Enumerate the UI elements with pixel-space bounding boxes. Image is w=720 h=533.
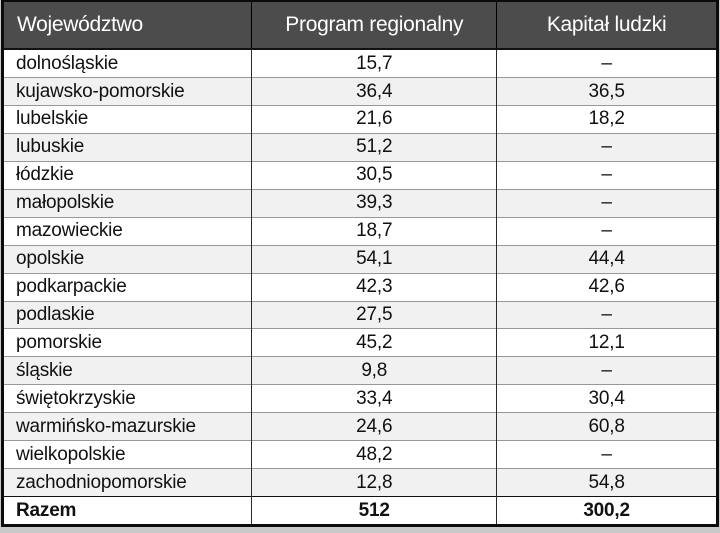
cell-program-regionalny-value: 18,7 [251, 216, 497, 246]
cell-voivodeship-name: pomorskie [4, 328, 252, 357]
cell-kapital-ludzki-value: – [496, 440, 716, 469]
cell-kapital-ludzki-value: 44,4 [496, 244, 716, 274]
cell-voivodeship-name: łódzkie [4, 160, 252, 190]
cell-program-regionalny-value: 39,3 [251, 188, 497, 218]
cell-voivodeship-name: zachodniopomorskie [4, 468, 252, 497]
table-row: podkarpackie 42,3 42,6 [4, 272, 716, 302]
cell-program-regionalny-value: 54,1 [251, 244, 497, 274]
cell-kapital-ludzki-value: 36,5 [496, 77, 716, 106]
cell-program-regionalny-value: 21,6 [251, 104, 497, 134]
table-row: warmińsko-mazurskie 24,6 60,8 [4, 412, 716, 441]
table-row: małopolskie 39,3 – [4, 188, 716, 218]
cell-voivodeship-name: podlaskie [4, 300, 252, 329]
total-row: Razem 512 300,2 [4, 496, 716, 524]
cell-program-regionalny-value: 42,3 [251, 272, 497, 302]
table-row: podlaskie 27,5 – [4, 300, 716, 329]
cell-kapital-ludzki-value: 300,2 [496, 496, 716, 524]
table-body: dolnośląskie 15,7 – kujawsko-pomorskie 3… [4, 49, 716, 524]
cell-kapital-ludzki-value: – [496, 356, 716, 385]
column-header-wojewodztwo: Województwo [4, 2, 252, 50]
cell-program-regionalny-value: 24,6 [251, 412, 497, 441]
cell-kapital-ludzki-value: 54,8 [496, 468, 716, 497]
cell-kapital-ludzki-value: – [496, 132, 716, 162]
table-row: mazowieckie 18,7 – [4, 216, 716, 246]
table-row: lubelskie 21,6 18,2 [4, 104, 716, 134]
cell-voivodeship-name: podkarpackie [4, 272, 252, 302]
cell-voivodeship-name: opolskie [4, 244, 252, 274]
cell-voivodeship-name: warmińsko-mazurskie [4, 412, 252, 441]
cell-kapital-ludzki-value: 60,8 [496, 412, 716, 441]
table-row: łódzkie 30,5 – [4, 160, 716, 190]
cell-program-regionalny-value: 48,2 [251, 440, 497, 469]
cell-program-regionalny-value: 27,5 [251, 300, 497, 329]
cell-voivodeship-name: śląskie [4, 356, 252, 385]
cell-kapital-ludzki-value: – [496, 160, 716, 190]
cell-program-regionalny-value: 36,4 [251, 77, 497, 106]
cell-voivodeship-name: mazowieckie [4, 216, 252, 246]
cell-program-regionalny-value: 15,7 [251, 49, 497, 78]
cell-program-regionalny-value: 9,8 [251, 356, 497, 385]
table-row: dolnośląskie 15,7 – [4, 49, 716, 78]
cell-program-regionalny-value: 512 [251, 496, 497, 524]
cell-program-regionalny-value: 30,5 [251, 160, 497, 190]
table-row: śląskie 9,8 – [4, 356, 716, 385]
cell-voivodeship-name: lubuskie [4, 132, 252, 162]
column-header-program-regionalny: Program regionalny [251, 2, 497, 50]
cell-program-regionalny-value: 33,4 [251, 384, 497, 413]
voivodeship-data-table: Województwo Program regionalny Kapitał l… [4, 2, 716, 524]
table-header: Województwo Program regionalny Kapitał l… [4, 2, 716, 50]
cell-kapital-ludzki-value: 30,4 [496, 384, 716, 413]
table-row: wielkopolskie 48,2 – [4, 440, 716, 469]
cell-program-regionalny-value: 12,8 [251, 468, 497, 497]
cell-voivodeship-name: lubelskie [4, 104, 252, 134]
cell-program-regionalny-value: 45,2 [251, 328, 497, 357]
table-row: kujawsko-pomorskie 36,4 36,5 [4, 77, 716, 106]
cell-program-regionalny-value: 51,2 [251, 132, 497, 162]
header-row: Województwo Program regionalny Kapitał l… [4, 2, 716, 50]
table-row: opolskie 54,1 44,4 [4, 244, 716, 274]
cell-kapital-ludzki-value: – [496, 188, 716, 218]
cell-kapital-ludzki-value: 42,6 [496, 272, 716, 302]
cell-kapital-ludzki-value: 18,2 [496, 104, 716, 134]
cell-kapital-ludzki-value: – [496, 49, 716, 78]
table-row: lubuskie 51,2 – [4, 132, 716, 162]
cell-voivodeship-name: kujawsko-pomorskie [4, 77, 252, 106]
column-header-kapital-ludzki: Kapitał ludzki [496, 2, 716, 50]
table-row: zachodniopomorskie 12,8 54,8 [4, 468, 716, 497]
cell-kapital-ludzki-value: – [496, 216, 716, 246]
table-row: pomorskie 45,2 12,1 [4, 328, 716, 357]
cell-voivodeship-name: Razem [4, 496, 252, 524]
cell-voivodeship-name: wielkopolskie [4, 440, 252, 469]
cell-voivodeship-name: małopolskie [4, 188, 252, 218]
cell-voivodeship-name: dolnośląskie [16, 52, 119, 74]
cell-kapital-ludzki-value: – [496, 300, 716, 329]
table-row: świętokrzyskie 33,4 30,4 [4, 384, 716, 413]
cell-kapital-ludzki-value: 12,1 [496, 328, 716, 357]
cell-voivodeship-name: świętokrzyskie [4, 384, 252, 413]
